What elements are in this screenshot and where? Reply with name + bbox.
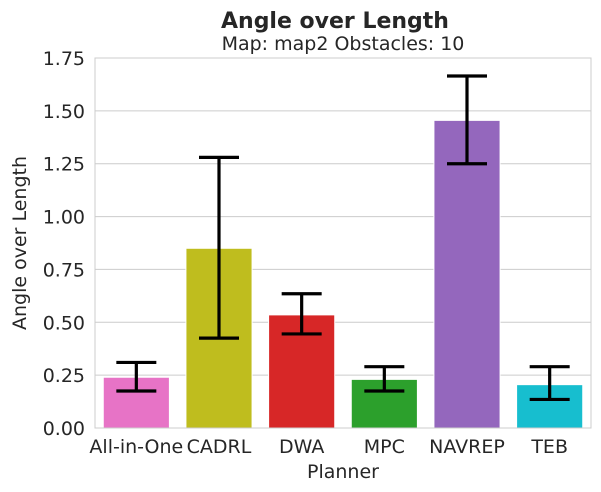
y-tick-label: 0.75 bbox=[43, 259, 85, 281]
x-axis-label: Planner bbox=[307, 461, 379, 483]
plot-frame bbox=[94, 57, 592, 429]
y-tick-label: 0.25 bbox=[43, 365, 85, 387]
chart-title: Angle over Length bbox=[221, 9, 449, 34]
bars bbox=[102, 119, 584, 429]
x-tick-labels: All-in-One CADRL DWA MPC NAVREP TEB bbox=[89, 436, 568, 458]
x-tick-label-all-in-one: All-in-One bbox=[89, 436, 183, 458]
x-tick-label-dwa: DWA bbox=[279, 436, 324, 458]
bar-navrep bbox=[433, 119, 501, 429]
y-tick-label: 1.00 bbox=[43, 207, 85, 229]
y-tick-labels: 0.00 0.25 0.50 0.75 1.00 1.25 1.50 1.75 bbox=[43, 48, 85, 440]
x-tick-label-teb: TEB bbox=[530, 436, 568, 458]
x-tick-label-cadrl: CADRL bbox=[187, 436, 252, 458]
grid-lines bbox=[95, 57, 591, 429]
y-tick-label: 1.75 bbox=[43, 48, 85, 70]
y-tick-label: 1.25 bbox=[43, 154, 85, 176]
chart-subtitle: Map: map2 Obstacles: 10 bbox=[222, 33, 465, 55]
error-bars bbox=[116, 74, 570, 402]
y-axis-label: Angle over Length bbox=[9, 156, 31, 330]
y-tick-label: 0.00 bbox=[43, 418, 85, 440]
x-tick-label-mpc: MPC bbox=[364, 436, 405, 458]
x-tick-label-navrep: NAVREP bbox=[429, 436, 505, 458]
y-tick-label: 0.50 bbox=[43, 312, 85, 334]
y-tick-label: 1.50 bbox=[43, 101, 85, 123]
bar-mpc bbox=[350, 378, 418, 429]
